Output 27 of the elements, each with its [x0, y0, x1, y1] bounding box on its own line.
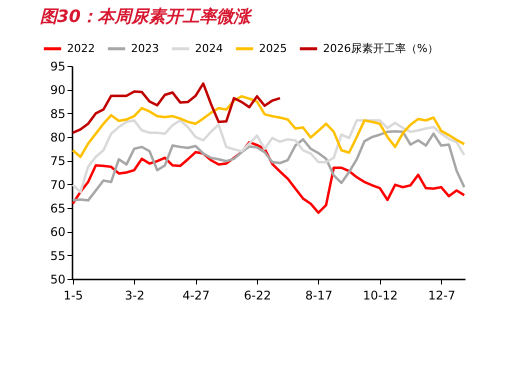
x-tick-label: 8-17 — [305, 288, 333, 302]
line-series — [72, 95, 466, 158]
y-tick-label: 90 — [50, 83, 66, 98]
legend-label: 2025 — [259, 42, 287, 55]
x-tick-label: 12-7 — [428, 288, 456, 302]
y-tick-label: 75 — [50, 154, 66, 168]
y-tick-label: 80 — [50, 130, 66, 144]
line-series — [72, 130, 466, 202]
y-tick-label: 70 — [50, 178, 66, 192]
y-tick-label: 95 — [50, 60, 66, 74]
legend-label: 2022 — [67, 42, 95, 55]
x-tick-label: 1-5 — [63, 288, 84, 302]
y-tick-label: 50 — [50, 272, 66, 286]
x-tick-label: 6-22 — [244, 288, 272, 302]
chart-title: 图30：本周尿素开工率微涨 — [40, 7, 253, 27]
y-tick-label: 60 — [50, 225, 66, 240]
line-series — [72, 82, 282, 134]
legend-label: 2024 — [195, 42, 223, 55]
line-series — [72, 119, 466, 194]
legend-label: 2026尿素开工率（%） — [323, 42, 438, 55]
y-tick-label: 55 — [50, 248, 66, 263]
y-tick-label: 65 — [50, 202, 66, 216]
legend-label: 2023 — [131, 42, 159, 55]
x-tick-label: 4-27 — [182, 288, 210, 302]
y-tick-label: 85 — [50, 106, 66, 121]
x-tick-label: 10-12 — [362, 288, 398, 302]
x-tick-label: 3-2 — [124, 288, 144, 302]
